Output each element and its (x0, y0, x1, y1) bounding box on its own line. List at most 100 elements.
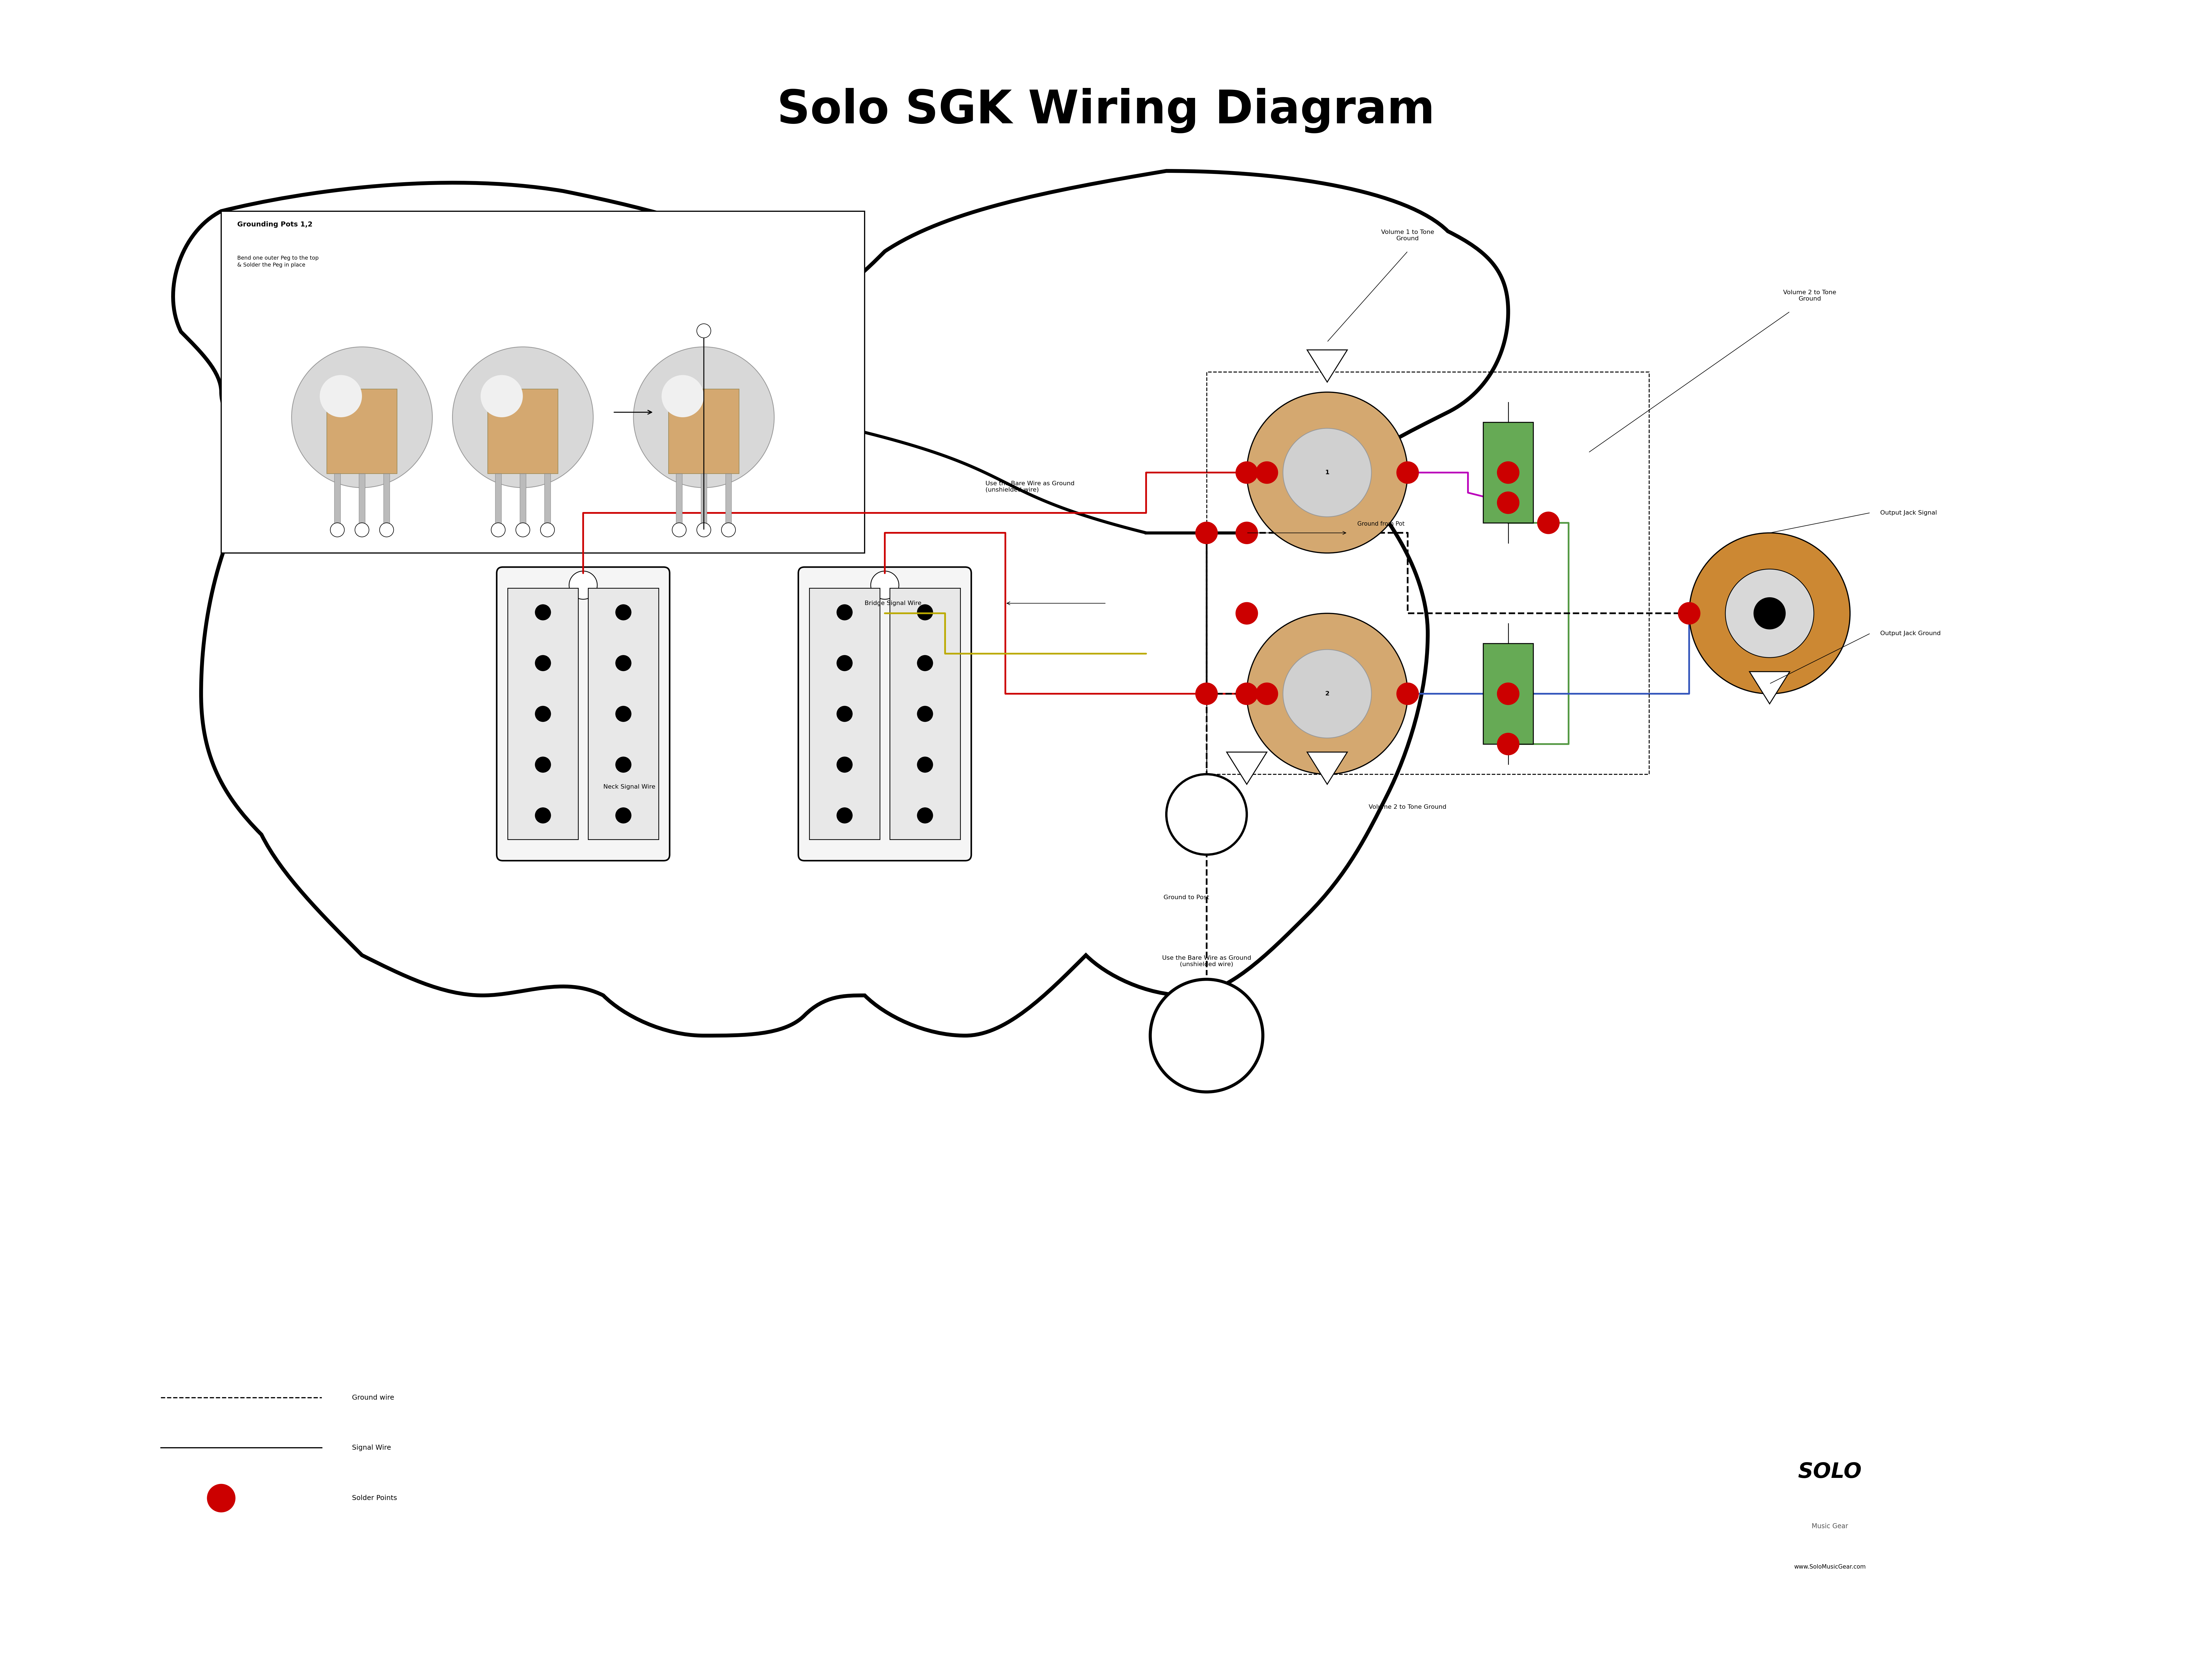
Circle shape (1754, 597, 1785, 629)
Circle shape (1256, 684, 1279, 705)
Polygon shape (1750, 672, 1790, 703)
Bar (334, 473, 341, 529)
Circle shape (633, 347, 774, 488)
Circle shape (836, 655, 852, 672)
Circle shape (540, 523, 555, 538)
Circle shape (1194, 684, 1217, 705)
Circle shape (1237, 684, 1259, 705)
Circle shape (836, 705, 852, 722)
Polygon shape (1307, 350, 1347, 382)
Circle shape (836, 808, 852, 823)
Circle shape (330, 523, 345, 538)
Circle shape (380, 523, 394, 538)
Polygon shape (1228, 752, 1267, 785)
Text: Solo SGK Wiring Diagram: Solo SGK Wiring Diagram (776, 88, 1436, 133)
Bar (668, 390, 739, 473)
Circle shape (1396, 461, 1418, 484)
Circle shape (1498, 491, 1520, 514)
Bar (221, 211, 865, 552)
PathPatch shape (173, 171, 1509, 1035)
Circle shape (721, 523, 734, 538)
Text: SOLO: SOLO (1798, 1462, 1863, 1483)
Text: Ground to Post: Ground to Post (1164, 894, 1210, 901)
Bar (677, 473, 681, 529)
Bar (327, 390, 398, 473)
Circle shape (1150, 979, 1263, 1092)
Circle shape (1237, 461, 1259, 484)
Text: Volume 2 to Tone Ground: Volume 2 to Tone Ground (1369, 805, 1447, 810)
Bar (889, 589, 960, 839)
Circle shape (480, 375, 522, 418)
Circle shape (697, 523, 710, 538)
Bar (1482, 423, 1533, 523)
Circle shape (615, 655, 630, 672)
Circle shape (535, 655, 551, 672)
Circle shape (1537, 511, 1559, 534)
Bar (495, 473, 502, 529)
Bar (588, 589, 659, 839)
Circle shape (535, 808, 551, 823)
Text: Music Gear: Music Gear (1812, 1523, 1849, 1530)
Circle shape (1194, 523, 1217, 544)
Text: Ground wire: Ground wire (352, 1394, 394, 1400)
FancyBboxPatch shape (799, 567, 971, 861)
Text: Output Jack Ground: Output Jack Ground (1880, 630, 1940, 635)
Circle shape (1690, 533, 1849, 693)
Text: Signal Wire: Signal Wire (352, 1445, 392, 1452)
Circle shape (1237, 602, 1259, 624)
Circle shape (836, 604, 852, 620)
Polygon shape (1307, 752, 1347, 785)
Circle shape (918, 604, 933, 620)
Circle shape (918, 705, 933, 722)
Circle shape (918, 757, 933, 773)
Circle shape (1248, 392, 1407, 552)
Circle shape (1396, 684, 1418, 705)
Circle shape (836, 757, 852, 773)
Circle shape (918, 655, 933, 672)
Circle shape (1498, 733, 1520, 755)
Text: Bridge Signal Wire: Bridge Signal Wire (865, 601, 922, 606)
Circle shape (1237, 523, 1259, 544)
Circle shape (354, 523, 369, 538)
Circle shape (453, 347, 593, 488)
Circle shape (672, 523, 686, 538)
Bar (487, 390, 557, 473)
Circle shape (1498, 684, 1520, 705)
Bar (544, 473, 551, 529)
Circle shape (661, 375, 703, 418)
Circle shape (568, 571, 597, 599)
Circle shape (1166, 775, 1248, 854)
Circle shape (491, 523, 504, 538)
Text: 1: 1 (1325, 469, 1329, 476)
Bar (509, 589, 577, 839)
Text: Solder Points: Solder Points (352, 1495, 396, 1501)
Bar (1206, 372, 1648, 775)
Circle shape (535, 604, 551, 620)
Circle shape (615, 705, 630, 722)
Text: Use the Bare Wire as Ground
(unshielded wire): Use the Bare Wire as Ground (unshielded … (984, 481, 1075, 493)
Circle shape (918, 808, 933, 823)
Circle shape (615, 604, 630, 620)
Circle shape (515, 523, 531, 538)
Bar (1482, 644, 1533, 743)
Circle shape (1283, 428, 1371, 518)
Circle shape (697, 324, 710, 338)
Text: Bend one outer Peg to the top
& Solder the Peg in place: Bend one outer Peg to the top & Solder t… (237, 255, 319, 267)
Circle shape (1283, 650, 1371, 738)
Text: www.SoloMusicGear.com: www.SoloMusicGear.com (1794, 1564, 1865, 1569)
Circle shape (1679, 602, 1701, 624)
Text: Ground from Pot: Ground from Pot (1358, 521, 1405, 528)
Circle shape (208, 1485, 234, 1513)
Circle shape (615, 757, 630, 773)
Text: Output Jack Signal: Output Jack Signal (1880, 509, 1938, 516)
Circle shape (615, 808, 630, 823)
Bar (383, 473, 389, 529)
Bar (358, 473, 365, 529)
Text: Volume 1 to Tone
Ground: Volume 1 to Tone Ground (1380, 229, 1433, 241)
Text: 2: 2 (1325, 692, 1329, 697)
Bar (520, 473, 526, 529)
Bar (810, 589, 880, 839)
Circle shape (872, 571, 898, 599)
Circle shape (535, 705, 551, 722)
Bar (726, 473, 732, 529)
